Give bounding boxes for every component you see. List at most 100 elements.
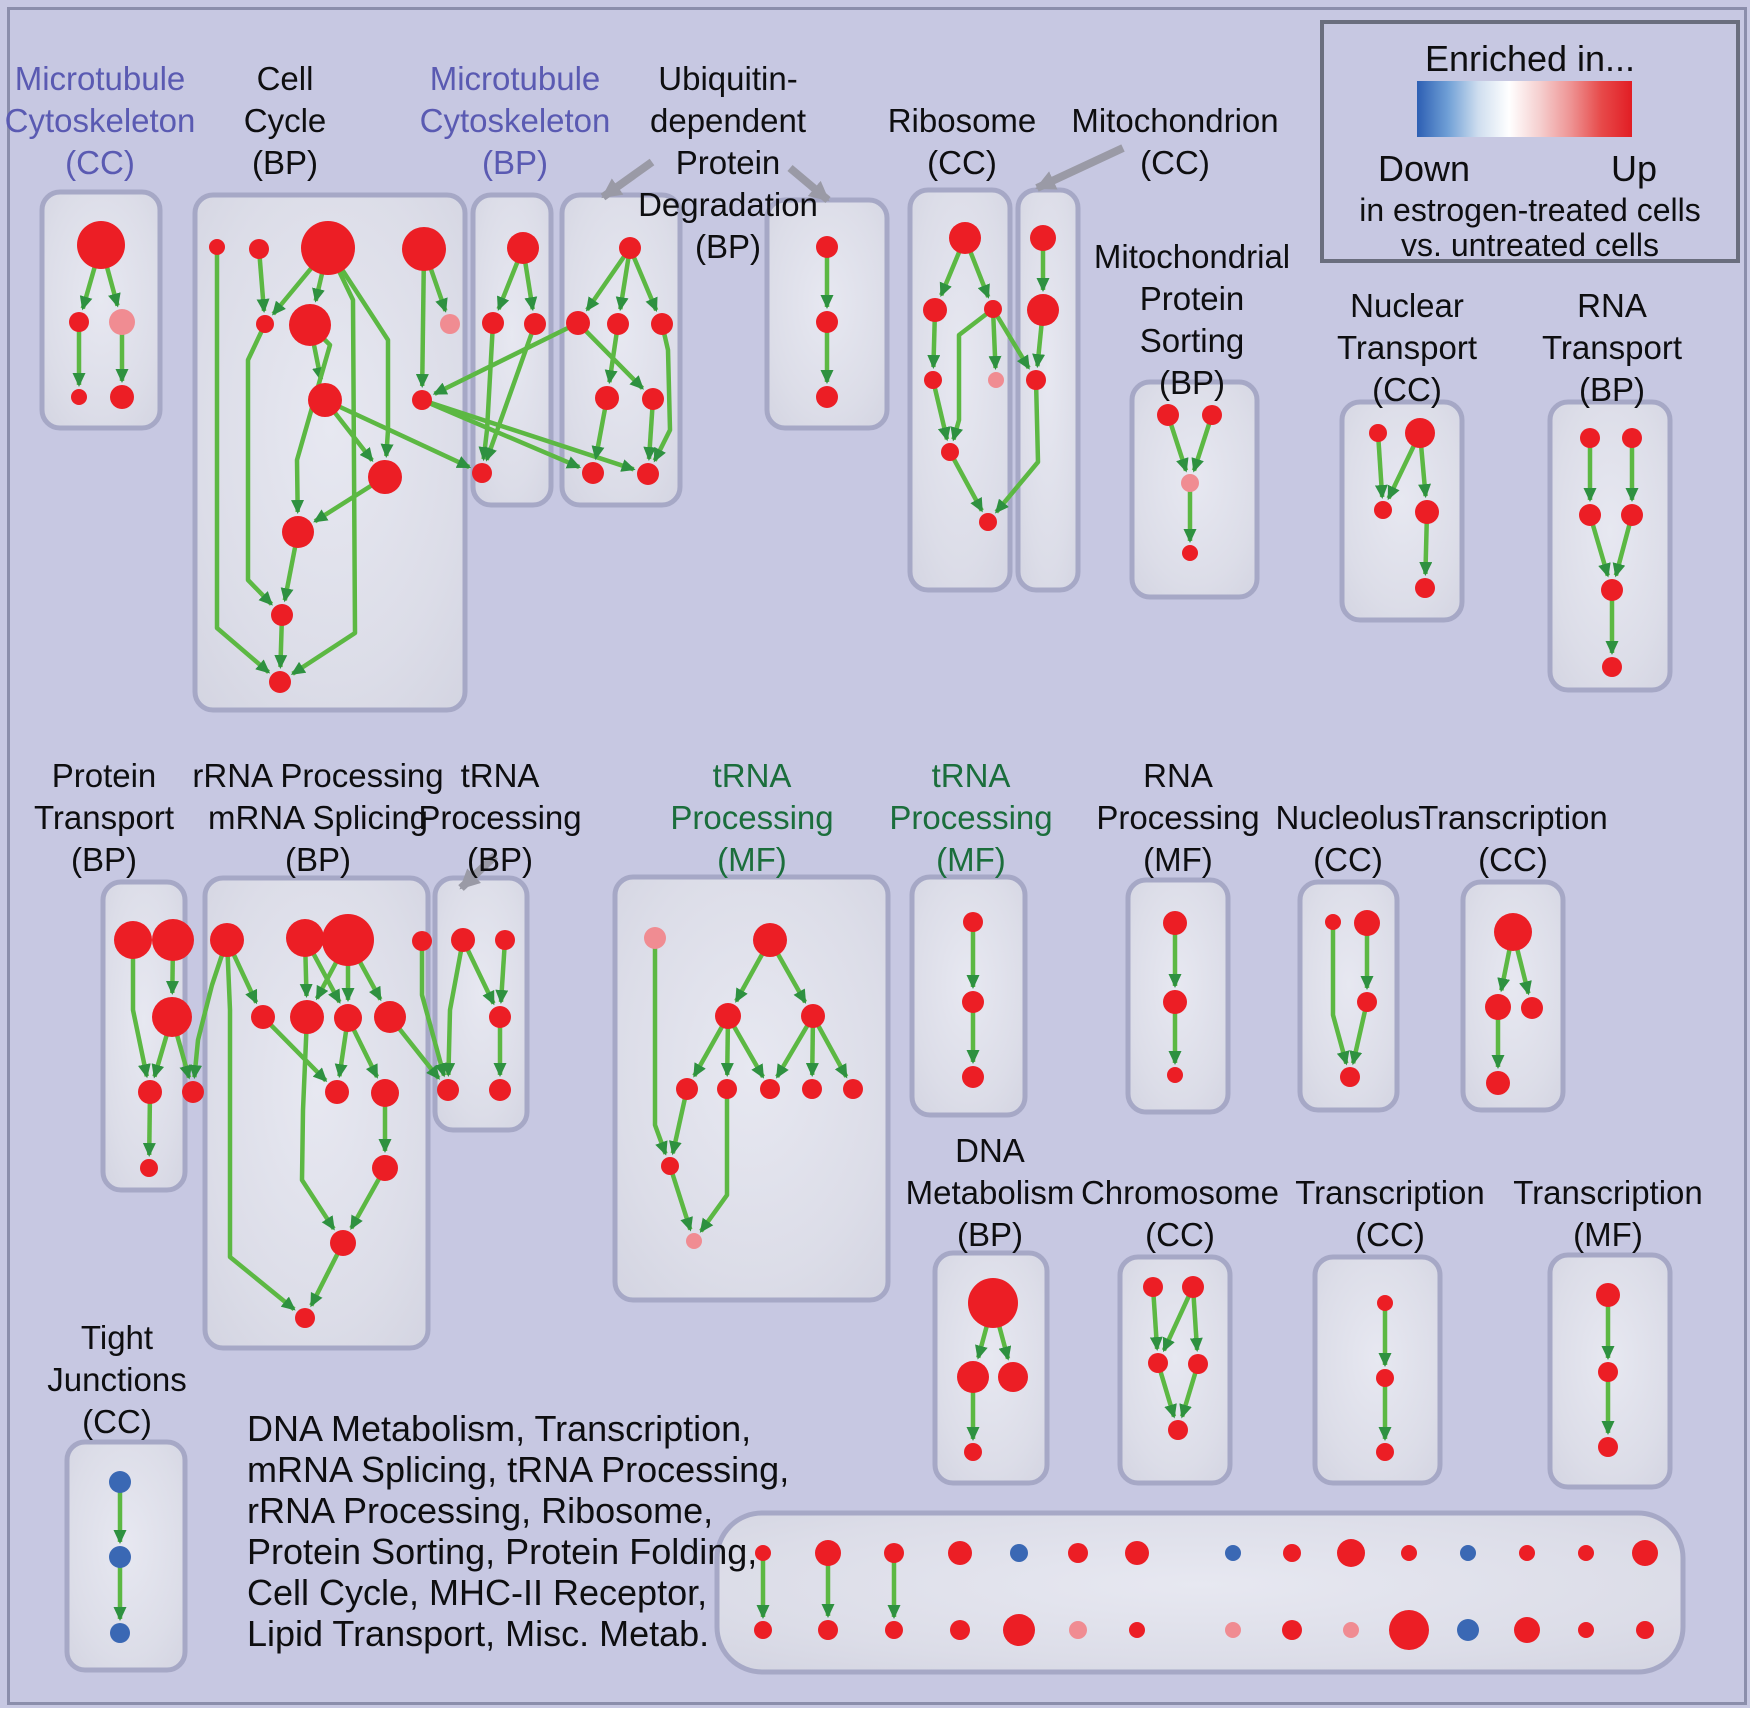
go-term-node — [289, 304, 331, 346]
enrichment-edge — [1330, 922, 1350, 1066]
go-term-node — [295, 1308, 315, 1328]
go-term-node — [437, 1079, 459, 1101]
go-term-node — [1225, 1545, 1241, 1561]
go-term-node — [607, 313, 629, 335]
go-term-node — [1596, 1283, 1620, 1307]
label-line: tRNA — [712, 757, 792, 794]
go-term-node — [256, 315, 274, 333]
label-line: Ribosome — [887, 102, 1037, 139]
go-term-node — [152, 997, 192, 1037]
label-microtubule-cytoskeleton-cc: Microtubule Cytoskeleton (CC) — [5, 58, 196, 184]
go-term-node — [1340, 1067, 1360, 1087]
go-term-node — [109, 1546, 131, 1568]
label-line: (CC) — [1145, 1216, 1215, 1253]
label-line: Transport — [1337, 329, 1477, 366]
label-line: (BP) — [284, 841, 351, 878]
go-term-node — [755, 1545, 771, 1561]
label-line: Transcription — [1295, 1174, 1485, 1211]
go-term-node — [1026, 370, 1046, 390]
caption-line: Lipid Transport, Misc. Metab. — [247, 1613, 710, 1654]
go-term-node — [325, 1080, 349, 1104]
go-term-node — [524, 313, 546, 335]
go-term-node — [1376, 1443, 1394, 1461]
go-term-node — [1337, 1539, 1365, 1567]
go-term-node — [440, 314, 460, 334]
go-term-node — [1389, 1610, 1429, 1650]
go-term-node — [984, 300, 1002, 318]
go-term-node — [1415, 578, 1435, 598]
go-term-node — [754, 1621, 772, 1639]
go-term-node — [1343, 1622, 1359, 1638]
label-transcription-cc-mid: Transcription (CC) — [1418, 797, 1608, 881]
go-term-node — [998, 1362, 1028, 1392]
label-line: Microtubule — [429, 60, 601, 97]
cluster-box-rna-transport — [1547, 399, 1673, 693]
go-term-node — [802, 1079, 822, 1099]
enrichment-edge — [442, 939, 466, 1077]
label-line: (CC) — [1478, 841, 1548, 878]
go-term-node — [1148, 1353, 1168, 1373]
enrichment-edge — [299, 1016, 336, 1231]
go-term-node — [1514, 1617, 1540, 1643]
go-term-node — [1578, 1622, 1594, 1638]
go-term-node — [71, 389, 87, 405]
label-line: (MF) — [1573, 1216, 1643, 1253]
go-term-node — [451, 928, 475, 952]
legend-title: Enriched in... — [1424, 38, 1636, 79]
go-term-node — [182, 1081, 204, 1103]
label-chromosome: Chromosome (CC) — [1081, 1172, 1279, 1256]
enrichment-edge — [224, 939, 296, 1311]
go-term-node — [1579, 504, 1601, 526]
label-tight-junctions: Tight Junctions (CC) — [47, 1317, 186, 1443]
go-term-node — [566, 311, 590, 335]
enrichment-edge — [1374, 432, 1388, 499]
label-line: Sorting — [1139, 322, 1245, 359]
pointer-ubiquitin-left-arrow-icon — [600, 158, 655, 201]
go-term-node — [1181, 474, 1199, 492]
go-term-node — [1580, 428, 1600, 448]
pointer-mitochondrion-arrow-icon — [1035, 144, 1125, 192]
label-line: (CC) — [65, 144, 135, 181]
go-term-node — [109, 309, 135, 335]
label-line: Nucleolus — [1275, 799, 1421, 836]
go-term-node — [110, 1623, 130, 1643]
label-line: Mitochondrion — [1071, 102, 1279, 139]
go-term-node — [372, 1155, 398, 1181]
label-dna-metabolism: DNA Metabolism (BP) — [906, 1130, 1075, 1256]
cluster-box-nucleolus — [1297, 879, 1400, 1113]
go-term-node — [816, 311, 838, 333]
go-term-node — [114, 921, 152, 959]
enrichment-edge — [585, 246, 632, 312]
label-line: tRNA — [460, 757, 540, 794]
go-term-node — [1621, 504, 1643, 526]
go-term-node — [1369, 424, 1387, 442]
enrichment-edge — [256, 248, 270, 313]
go-term-node — [1129, 1622, 1145, 1638]
go-term-node — [816, 386, 838, 408]
go-term-node — [962, 1066, 984, 1088]
label-line: Mitochondrial — [1093, 238, 1291, 275]
label-nuclear-transport: Nuclear Transport (CC) — [1337, 285, 1477, 411]
go-term-node — [1354, 910, 1380, 936]
label-line: (CC) — [1313, 841, 1383, 878]
label-line: Transcription — [1418, 799, 1608, 836]
go-term-node — [582, 462, 604, 484]
go-term-node — [1357, 992, 1377, 1012]
go-term-node — [941, 443, 959, 461]
label-rna-transport: RNA Transport (BP) — [1542, 285, 1682, 411]
label-line: mRNA Splicing — [207, 799, 429, 836]
legend-context-line: in estrogen-treated cells — [1359, 192, 1701, 228]
enrichment-edge — [261, 1015, 328, 1083]
go-term-node — [843, 1079, 863, 1099]
label-line: tRNA — [931, 757, 1011, 794]
go-term-node — [334, 1004, 362, 1032]
enrichment-edge — [189, 939, 230, 1080]
label-line: (MF) — [936, 841, 1006, 878]
go-term-node — [251, 1005, 275, 1029]
label-line: (BP) — [467, 841, 533, 878]
enrichment-edge — [290, 247, 358, 676]
go-term-node — [1069, 1621, 1087, 1639]
figure-border — [7, 7, 1747, 1705]
enrichment-edge — [652, 323, 673, 463]
go-term-node — [1282, 1620, 1302, 1640]
